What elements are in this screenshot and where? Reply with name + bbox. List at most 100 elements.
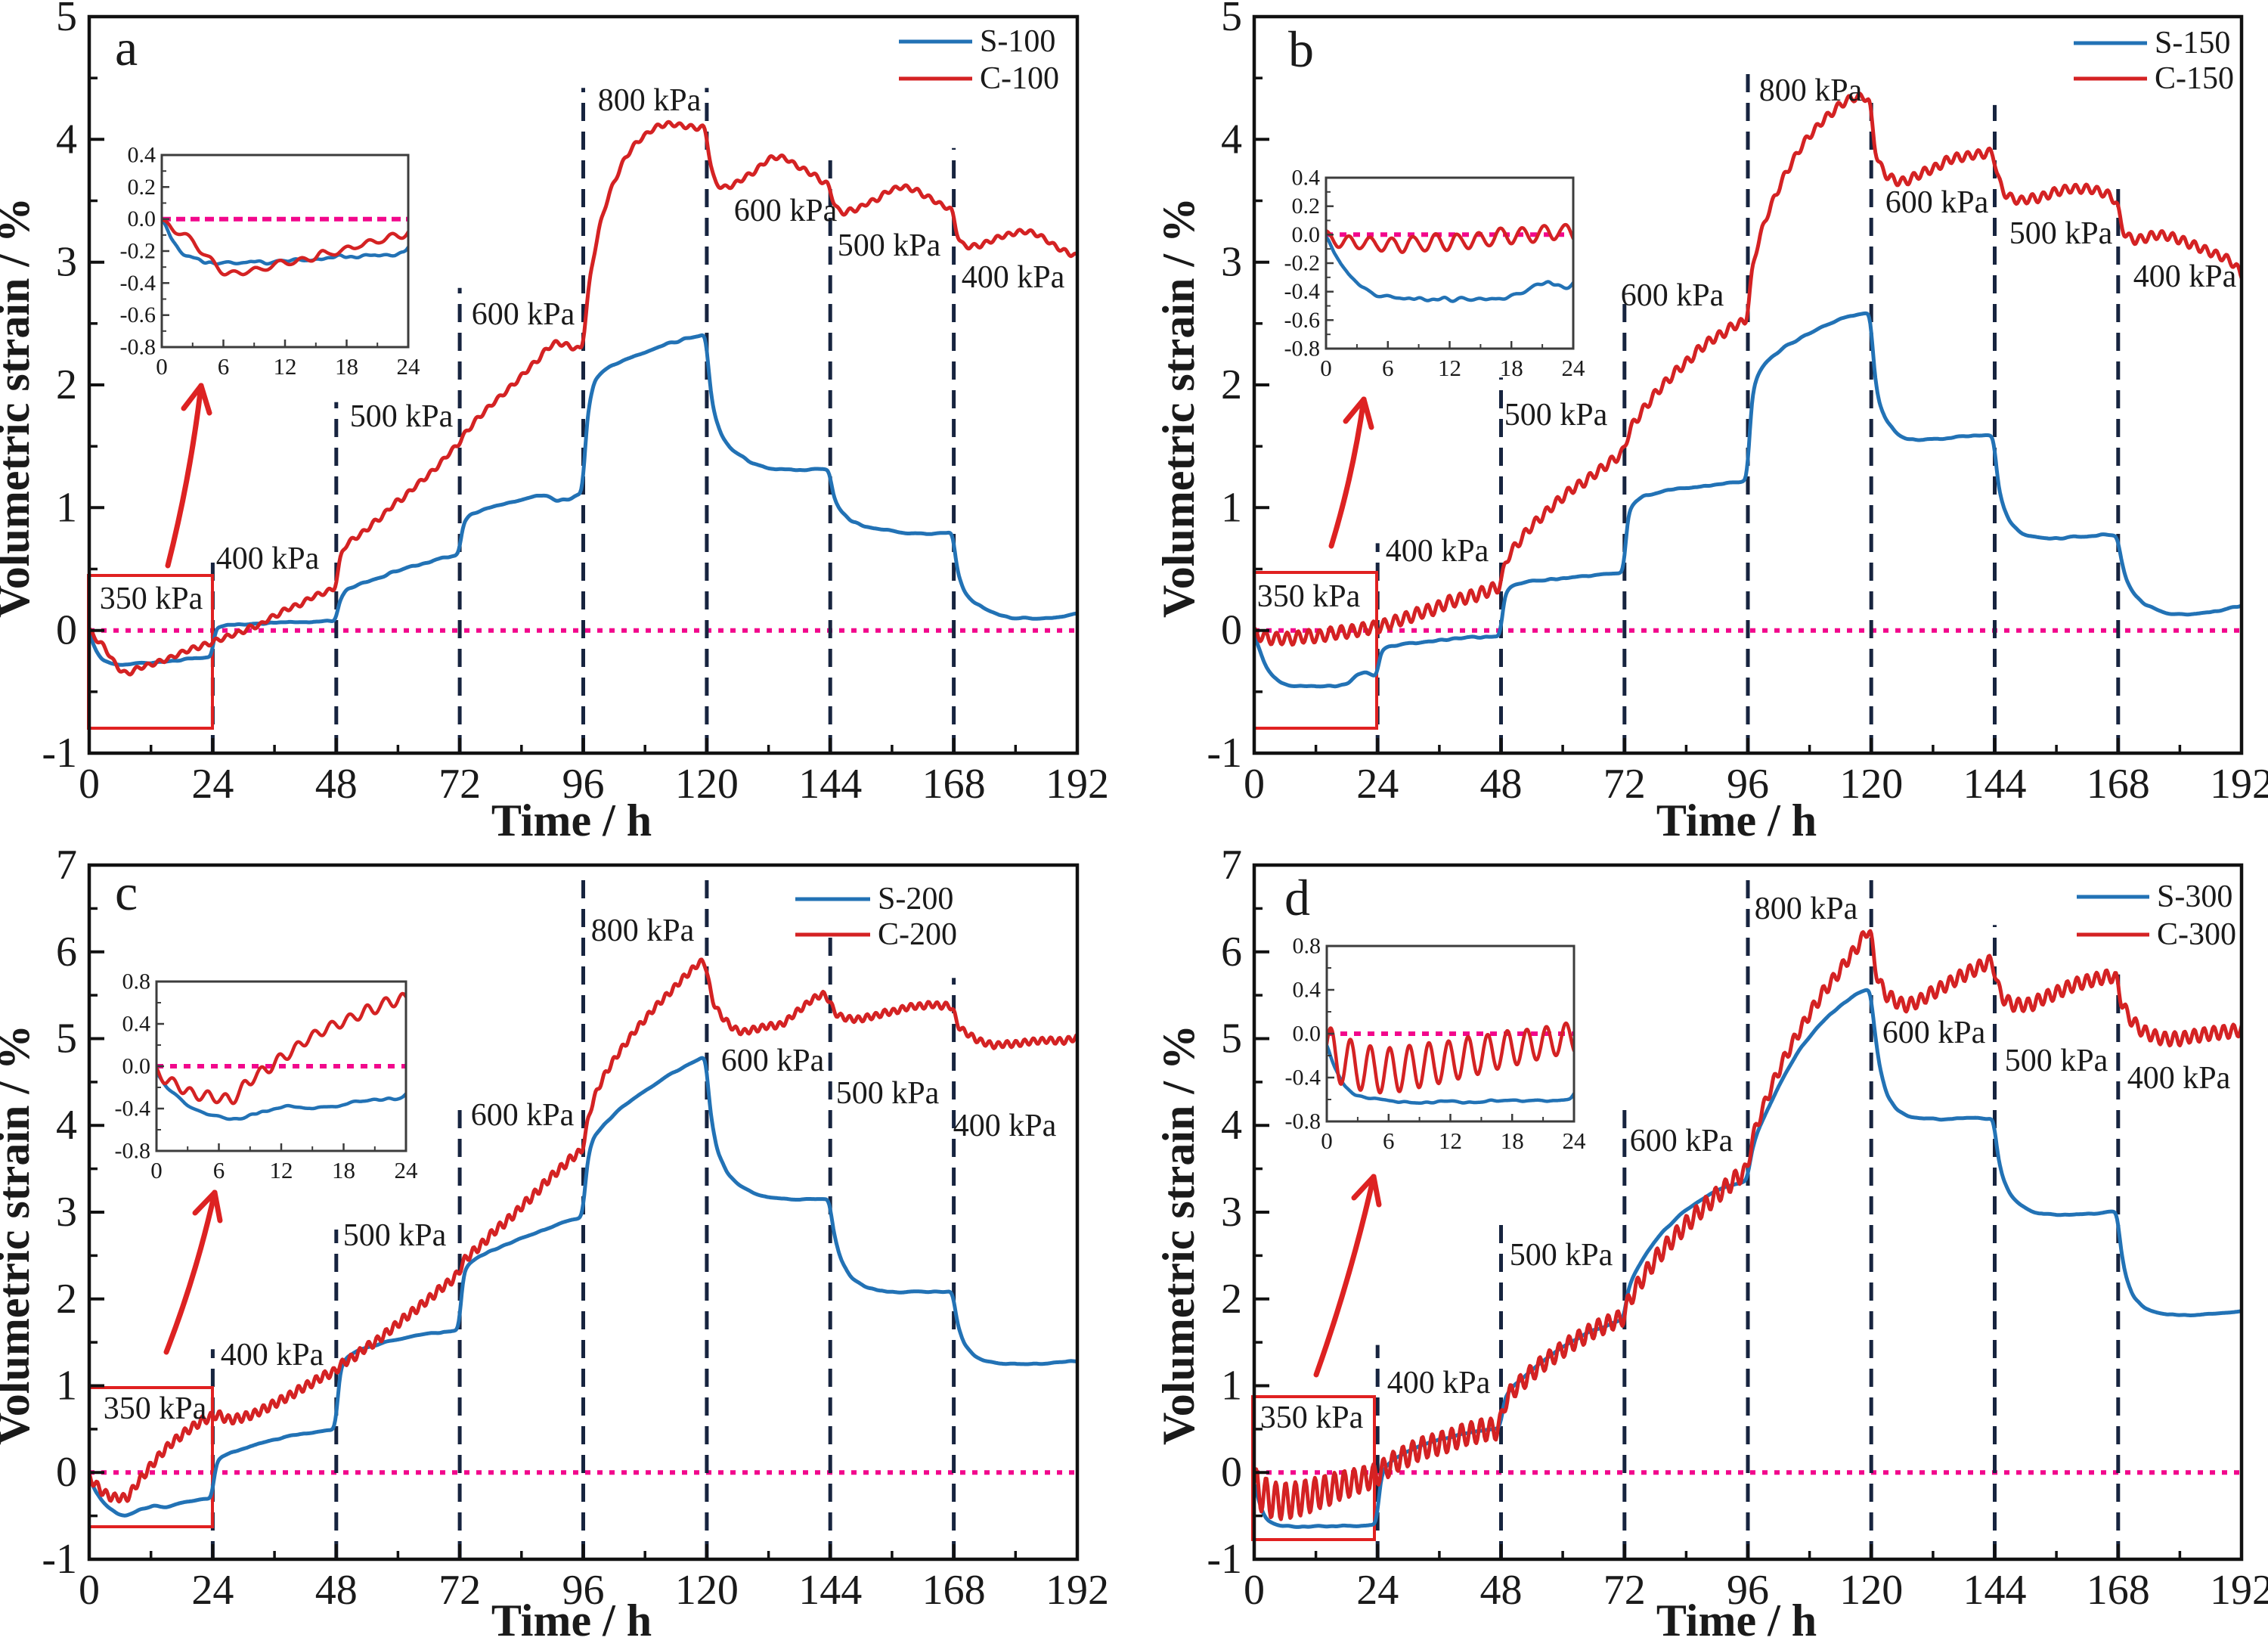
svg-text:72: 72 — [438, 761, 481, 808]
svg-text:2: 2 — [1221, 361, 1242, 408]
svg-text:168: 168 — [2087, 1567, 2150, 1614]
svg-text:4: 4 — [1221, 1102, 1242, 1149]
svg-text:-0.6: -0.6 — [120, 302, 156, 327]
svg-text:18: 18 — [335, 353, 358, 380]
svg-text:0: 0 — [1321, 1127, 1333, 1154]
svg-text:2: 2 — [56, 1276, 77, 1323]
svg-text:6: 6 — [56, 929, 77, 975]
svg-text:7: 7 — [56, 842, 77, 889]
svg-text:500 kPa: 500 kPa — [343, 1218, 447, 1253]
svg-text:400 kPa: 400 kPa — [2127, 1061, 2231, 1096]
svg-text:6: 6 — [213, 1157, 225, 1183]
svg-text:500 kPa: 500 kPa — [836, 1076, 940, 1111]
svg-text:350 kPa: 350 kPa — [100, 582, 203, 616]
svg-text:-0.8: -0.8 — [1285, 1109, 1321, 1134]
svg-text:2: 2 — [1221, 1276, 1242, 1323]
svg-text:3: 3 — [56, 1189, 77, 1236]
svg-text:0: 0 — [156, 353, 168, 380]
svg-text:5: 5 — [1221, 1016, 1242, 1062]
svg-text:3: 3 — [1221, 239, 1242, 286]
svg-text:400 kPa: 400 kPa — [216, 541, 320, 576]
svg-text:800 kPa: 800 kPa — [1759, 73, 1863, 108]
svg-text:4: 4 — [56, 1102, 77, 1149]
svg-text:1: 1 — [1221, 1363, 1242, 1410]
svg-text:168: 168 — [2087, 761, 2150, 808]
svg-text:24: 24 — [191, 1567, 234, 1614]
svg-text:500 kPa: 500 kPa — [350, 399, 454, 434]
svg-text:0: 0 — [79, 1567, 100, 1614]
svg-text:6: 6 — [1382, 355, 1394, 381]
svg-text:0.4: 0.4 — [128, 143, 156, 168]
svg-text:0.8: 0.8 — [122, 969, 151, 994]
svg-text:0.0: 0.0 — [122, 1054, 151, 1079]
svg-text:18: 18 — [1500, 355, 1523, 381]
svg-text:72: 72 — [1603, 1567, 1646, 1614]
svg-text:Volumetric strain / %: Volumetric strain / % — [0, 197, 39, 618]
svg-text:-0.8: -0.8 — [1284, 337, 1321, 361]
svg-text:-0.4: -0.4 — [1285, 1065, 1321, 1090]
svg-text:48: 48 — [315, 761, 358, 808]
svg-text:0: 0 — [1320, 355, 1332, 381]
svg-text:400 kPa: 400 kPa — [2133, 259, 2237, 294]
svg-text:S-150: S-150 — [2155, 26, 2230, 60]
svg-text:600 kPa: 600 kPa — [472, 297, 575, 332]
svg-text:Time / h: Time / h — [491, 796, 652, 845]
svg-text:0.0: 0.0 — [1293, 1022, 1321, 1047]
svg-text:0: 0 — [1221, 607, 1242, 654]
svg-text:24: 24 — [1562, 355, 1586, 381]
svg-text:400 kPa: 400 kPa — [962, 260, 1065, 295]
svg-text:192: 192 — [1046, 1567, 1109, 1614]
svg-text:b: b — [1288, 20, 1314, 78]
svg-text:Volumetric strain / %: Volumetric strain / % — [1154, 197, 1204, 618]
svg-text:0.4: 0.4 — [1293, 978, 1321, 1003]
svg-text:C-150: C-150 — [2155, 61, 2234, 96]
svg-text:500 kPa: 500 kPa — [2005, 1044, 2108, 1078]
svg-text:S-100: S-100 — [980, 24, 1055, 59]
svg-text:500 kPa: 500 kPa — [838, 228, 941, 263]
svg-text:96: 96 — [1727, 761, 1769, 808]
svg-text:0: 0 — [1221, 1449, 1242, 1496]
svg-text:0: 0 — [79, 761, 100, 808]
svg-text:0: 0 — [56, 1449, 77, 1496]
svg-text:0.2: 0.2 — [128, 175, 156, 200]
svg-text:0.4: 0.4 — [1292, 166, 1321, 191]
svg-text:0.0: 0.0 — [1292, 222, 1321, 247]
svg-text:0: 0 — [1244, 761, 1265, 808]
svg-text:72: 72 — [1603, 761, 1646, 808]
svg-text:0.8: 0.8 — [1293, 934, 1321, 959]
svg-text:-0.4: -0.4 — [1284, 279, 1321, 304]
svg-text:4: 4 — [56, 116, 77, 163]
svg-text:800 kPa: 800 kPa — [1755, 892, 1858, 926]
svg-text:C-100: C-100 — [980, 61, 1059, 96]
svg-text:-0.8: -0.8 — [115, 1139, 151, 1164]
svg-text:1: 1 — [56, 484, 77, 531]
svg-text:24: 24 — [1356, 1567, 1399, 1614]
svg-text:C-200: C-200 — [878, 917, 957, 952]
svg-text:5: 5 — [56, 0, 77, 40]
svg-text:96: 96 — [1727, 1567, 1769, 1614]
svg-text:600 kPa: 600 kPa — [721, 1044, 825, 1078]
svg-text:96: 96 — [562, 761, 605, 808]
svg-text:600 kPa: 600 kPa — [1621, 278, 1724, 313]
svg-text:48: 48 — [1480, 761, 1523, 808]
svg-text:7: 7 — [1221, 842, 1242, 889]
svg-text:144: 144 — [1963, 761, 2027, 808]
svg-text:Time / h: Time / h — [491, 1596, 652, 1645]
svg-text:12: 12 — [270, 1157, 293, 1183]
svg-text:18: 18 — [1501, 1127, 1524, 1154]
svg-text:48: 48 — [315, 1567, 358, 1614]
svg-text:12: 12 — [1439, 1127, 1462, 1154]
svg-text:500 kPa: 500 kPa — [1510, 1238, 1613, 1273]
svg-text:0.2: 0.2 — [1292, 194, 1321, 219]
svg-text:350 kPa: 350 kPa — [1260, 1400, 1364, 1435]
svg-text:192: 192 — [2210, 761, 2268, 808]
svg-text:3: 3 — [1221, 1189, 1242, 1236]
svg-text:-1: -1 — [42, 730, 77, 777]
svg-text:-1: -1 — [42, 1536, 77, 1583]
svg-text:120: 120 — [1839, 1567, 1903, 1614]
svg-text:192: 192 — [2210, 1567, 2268, 1614]
svg-text:120: 120 — [675, 761, 739, 808]
svg-text:-0.6: -0.6 — [1284, 308, 1321, 333]
svg-text:24: 24 — [395, 1157, 419, 1183]
svg-text:144: 144 — [798, 1567, 862, 1614]
